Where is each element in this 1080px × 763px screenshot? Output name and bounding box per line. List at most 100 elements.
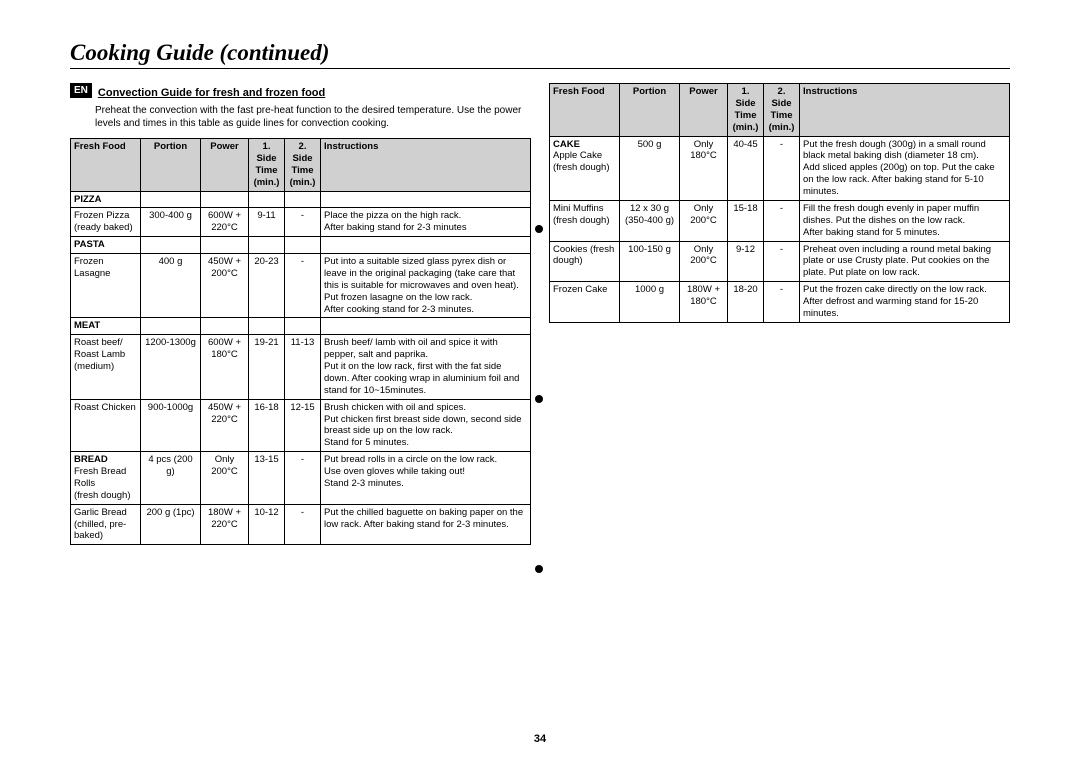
th-power: Power [201, 139, 249, 192]
right-column: Fresh Food Portion Power 1. Side Time (m… [549, 83, 1010, 545]
time2-cell: - [285, 452, 321, 505]
time1-cell: 18-20 [728, 282, 764, 323]
time1-cell: 20-23 [249, 254, 285, 318]
table-row: Roast Chicken900-1000g450W + 220°C16-181… [71, 399, 531, 452]
portion-cell: 900-1000g [141, 399, 201, 452]
table-row: BREADFresh Bread Rolls(fresh dough)4 pcs… [71, 452, 531, 505]
instructions-cell: Put the frozen cake directly on the low … [800, 282, 1010, 323]
content-columns: EN Convection Guide for fresh and frozen… [70, 83, 1010, 545]
cell [321, 191, 531, 208]
right-guide-table: Fresh Food Portion Power 1. Side Time (m… [549, 83, 1010, 323]
portion-cell: 500 g [620, 136, 680, 200]
portion-cell: 12 x 30 g (350-400 g) [620, 200, 680, 241]
time2-cell: - [285, 504, 321, 545]
power-cell: 450W + 200°C [201, 254, 249, 318]
table-row: PASTA [71, 237, 531, 254]
th-portion: Portion [141, 139, 201, 192]
table-header-row: Fresh Food Portion Power 1. Side Time (m… [550, 84, 1010, 137]
portion-cell: 4 pcs (200 g) [141, 452, 201, 505]
cell [249, 237, 285, 254]
th-food: Fresh Food [71, 139, 141, 192]
hole-icon [535, 565, 543, 573]
instructions-cell: Put the chilled baguette on baking paper… [321, 504, 531, 545]
th-time2: 2. Side Time (min.) [764, 84, 800, 137]
table-row: Frozen Pizza (ready baked)300-400 g600W … [71, 208, 531, 237]
power-cell: Only 200°C [680, 241, 728, 282]
time1-cell: 19-21 [249, 335, 285, 399]
time1-cell: 40-45 [728, 136, 764, 200]
portion-cell: 300-400 g [141, 208, 201, 237]
portion-cell: 1000 g [620, 282, 680, 323]
time2-cell: - [764, 282, 800, 323]
category-cell: PIZZA [71, 191, 141, 208]
category-cell: PASTA [71, 237, 141, 254]
food-cell: Garlic Bread (chilled, pre-baked) [71, 504, 141, 545]
time2-cell: - [764, 136, 800, 200]
cell [141, 318, 201, 335]
portion-cell: 100-150 g [620, 241, 680, 282]
category-cell: MEAT [71, 318, 141, 335]
cell [285, 318, 321, 335]
time2-cell: - [764, 200, 800, 241]
cell [285, 237, 321, 254]
cell [321, 237, 531, 254]
cell [141, 237, 201, 254]
table-row: Frozen Cake1000 g180W + 180°C18-20-Put t… [550, 282, 1010, 323]
cell [249, 191, 285, 208]
table-row: Mini Muffins (fresh dough)12 x 30 g (350… [550, 200, 1010, 241]
food-cell: Frozen Pizza (ready baked) [71, 208, 141, 237]
cell [285, 191, 321, 208]
cell [201, 191, 249, 208]
cell [249, 318, 285, 335]
th-time2: 2. Side Time (min.) [285, 139, 321, 192]
food-cell: Roast beef/ Roast Lamb (medium) [71, 335, 141, 399]
intro-text: Preheat the convection with the fast pre… [95, 104, 531, 130]
time1-cell: 9-11 [249, 208, 285, 237]
food-cell: Roast Chicken [71, 399, 141, 452]
power-cell: 600W + 220°C [201, 208, 249, 237]
table-row: Garlic Bread (chilled, pre-baked)200 g (… [71, 504, 531, 545]
instructions-cell: Put bread rolls in a circle on the low r… [321, 452, 531, 505]
th-time1: 1. Side Time (min.) [249, 139, 285, 192]
time1-cell: 13-15 [249, 452, 285, 505]
left-guide-table: Fresh Food Portion Power 1. Side Time (m… [70, 138, 531, 545]
food-cell: Mini Muffins (fresh dough) [550, 200, 620, 241]
power-cell: 600W + 180°C [201, 335, 249, 399]
food-cell: BREADFresh Bread Rolls(fresh dough) [71, 452, 141, 505]
power-cell: 180W + 180°C [680, 282, 728, 323]
table-row: Frozen Lasagne400 g450W + 200°C20-23-Put… [71, 254, 531, 318]
section-heading: Convection Guide for fresh and frozen fo… [98, 87, 325, 99]
table-row: Cookies (fresh dough)100-150 gOnly 200°C… [550, 241, 1010, 282]
cell [321, 318, 531, 335]
instructions-cell: Preheat oven including a round metal bak… [800, 241, 1010, 282]
th-instr: Instructions [800, 84, 1010, 137]
time2-cell: 11-13 [285, 335, 321, 399]
instructions-cell: Fill the fresh dough evenly in paper muf… [800, 200, 1010, 241]
language-badge: EN [70, 83, 92, 98]
th-power: Power [680, 84, 728, 137]
cell [201, 237, 249, 254]
table-header-row: Fresh Food Portion Power 1. Side Time (m… [71, 139, 531, 192]
time1-cell: 16-18 [249, 399, 285, 452]
table-row: Roast beef/ Roast Lamb (medium)1200-1300… [71, 335, 531, 399]
table-row: CAKEApple Cake (fresh dough)500 gOnly 18… [550, 136, 1010, 200]
time1-cell: 9-12 [728, 241, 764, 282]
time2-cell: 12-15 [285, 399, 321, 452]
heading-row: EN Convection Guide for fresh and frozen… [70, 83, 531, 101]
time2-cell: - [285, 208, 321, 237]
table-row: PIZZA [71, 191, 531, 208]
time1-cell: 15-18 [728, 200, 764, 241]
table-row: MEAT [71, 318, 531, 335]
food-cell: CAKEApple Cake (fresh dough) [550, 136, 620, 200]
portion-cell: 1200-1300g [141, 335, 201, 399]
instructions-cell: Put the fresh dough (300g) in a small ro… [800, 136, 1010, 200]
power-cell: Only 200°C [201, 452, 249, 505]
instructions-cell: Brush beef/ lamb with oil and spice it w… [321, 335, 531, 399]
food-cell: Frozen Cake [550, 282, 620, 323]
food-cell: Cookies (fresh dough) [550, 241, 620, 282]
time1-cell: 10-12 [249, 504, 285, 545]
cell [201, 318, 249, 335]
instructions-cell: Place the pizza on the high rack.After b… [321, 208, 531, 237]
portion-cell: 400 g [141, 254, 201, 318]
th-time1: 1. Side Time (min.) [728, 84, 764, 137]
